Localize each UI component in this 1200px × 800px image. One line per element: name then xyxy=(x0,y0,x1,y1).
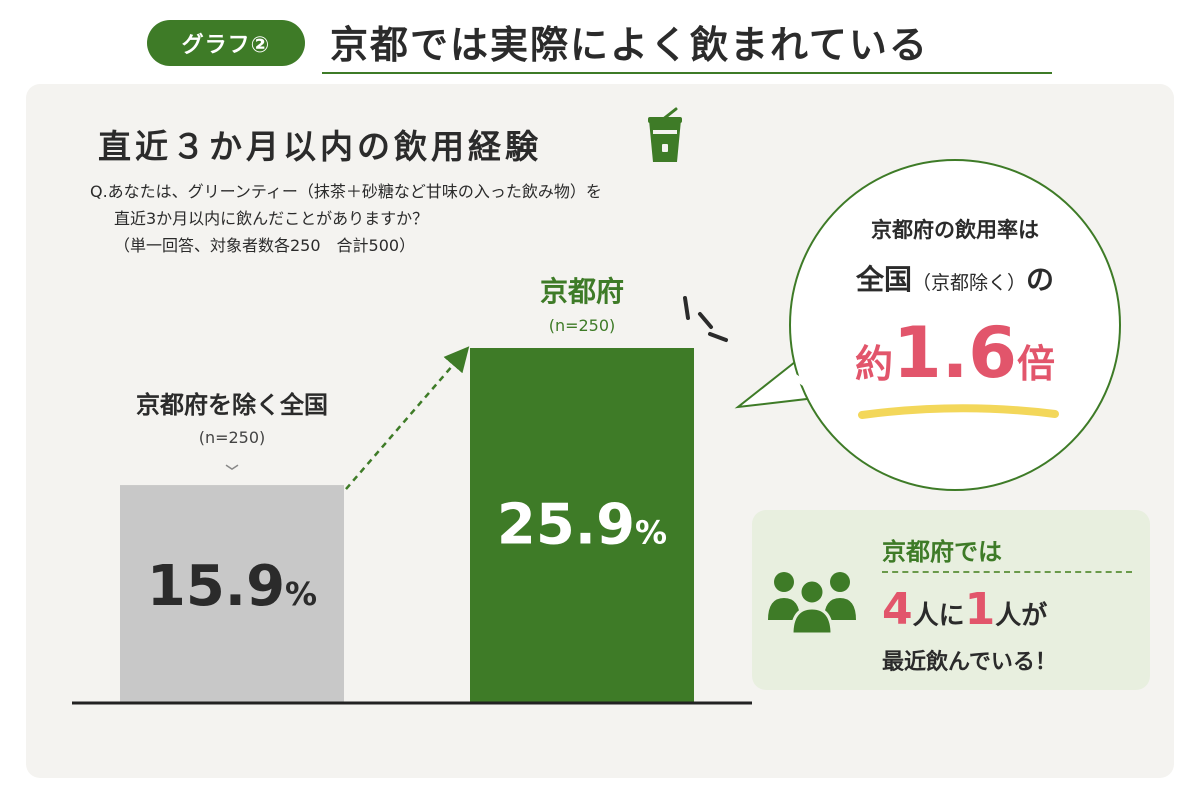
speech-bubble xyxy=(734,159,1121,491)
stat-divider xyxy=(882,571,1132,573)
stat-word-1: 人に xyxy=(912,601,965,631)
graph-number-badge: グラフ② xyxy=(147,20,305,66)
title-underline xyxy=(322,72,1052,74)
stat-num-1: 4 xyxy=(882,584,913,635)
bar-value-label-2: 25.9% xyxy=(497,492,667,557)
increase-arrow xyxy=(345,346,470,490)
question-line-2: 直近3か月以内に飲んだことがありますか？ xyxy=(114,209,429,228)
bar-2 xyxy=(470,348,694,703)
callout-line-1: 京都府の飲用率は xyxy=(871,218,1039,242)
chart-title: 直近３か月以内の飲用経験 xyxy=(98,127,542,166)
survey-question: Q.あなたは、グリーンティー（抹茶＋砂糖など甘味の入った飲み物）を 直近3か月以… xyxy=(90,178,602,259)
question-line-3: （単一回答、対象者数各250 合計500） xyxy=(114,236,416,255)
people-group-icon xyxy=(768,572,856,636)
bar-value-label-1: 15.9% xyxy=(147,554,317,619)
sample-size-label-2: (n=250) xyxy=(549,316,616,335)
stat-word-2: 人が xyxy=(995,601,1048,631)
callout-line-2: 全国（京都除く）の xyxy=(792,258,1118,298)
callout-no: の xyxy=(1026,263,1055,296)
drink-cup-icon xyxy=(648,107,682,162)
question-line-1: Q.あなたは、グリーンティー（抹茶＋砂糖など甘味の入った飲み物）を xyxy=(90,182,602,201)
page-title: 京都では実際によく飲まれている xyxy=(330,23,929,67)
stat-line-1: 京都府では xyxy=(882,538,1002,566)
callout-ratio: 約1.6倍 xyxy=(792,312,1118,394)
category-label-2: 京都府 xyxy=(540,275,624,308)
stat-num-2: 1 xyxy=(964,584,996,635)
ratio-value: 1.6 xyxy=(892,312,1017,394)
ratio-suffix: 倍 xyxy=(1017,342,1056,386)
callout-paren: （京都除く） xyxy=(911,272,1026,294)
ratio-prefix: 約 xyxy=(854,342,893,386)
stat-line-3: 最近飲んでいる！ xyxy=(882,650,1057,675)
bar-1 xyxy=(120,485,344,703)
chevron-down-icon xyxy=(225,464,239,470)
stat-line-2: 4人に1人が xyxy=(882,584,1047,635)
sample-size-label-1: (n=250) xyxy=(199,428,266,447)
category-label-1: 京都府を除く全国 xyxy=(136,391,328,419)
callout-nationwide: 全国 xyxy=(855,263,912,296)
emphasis-marks xyxy=(683,296,728,342)
